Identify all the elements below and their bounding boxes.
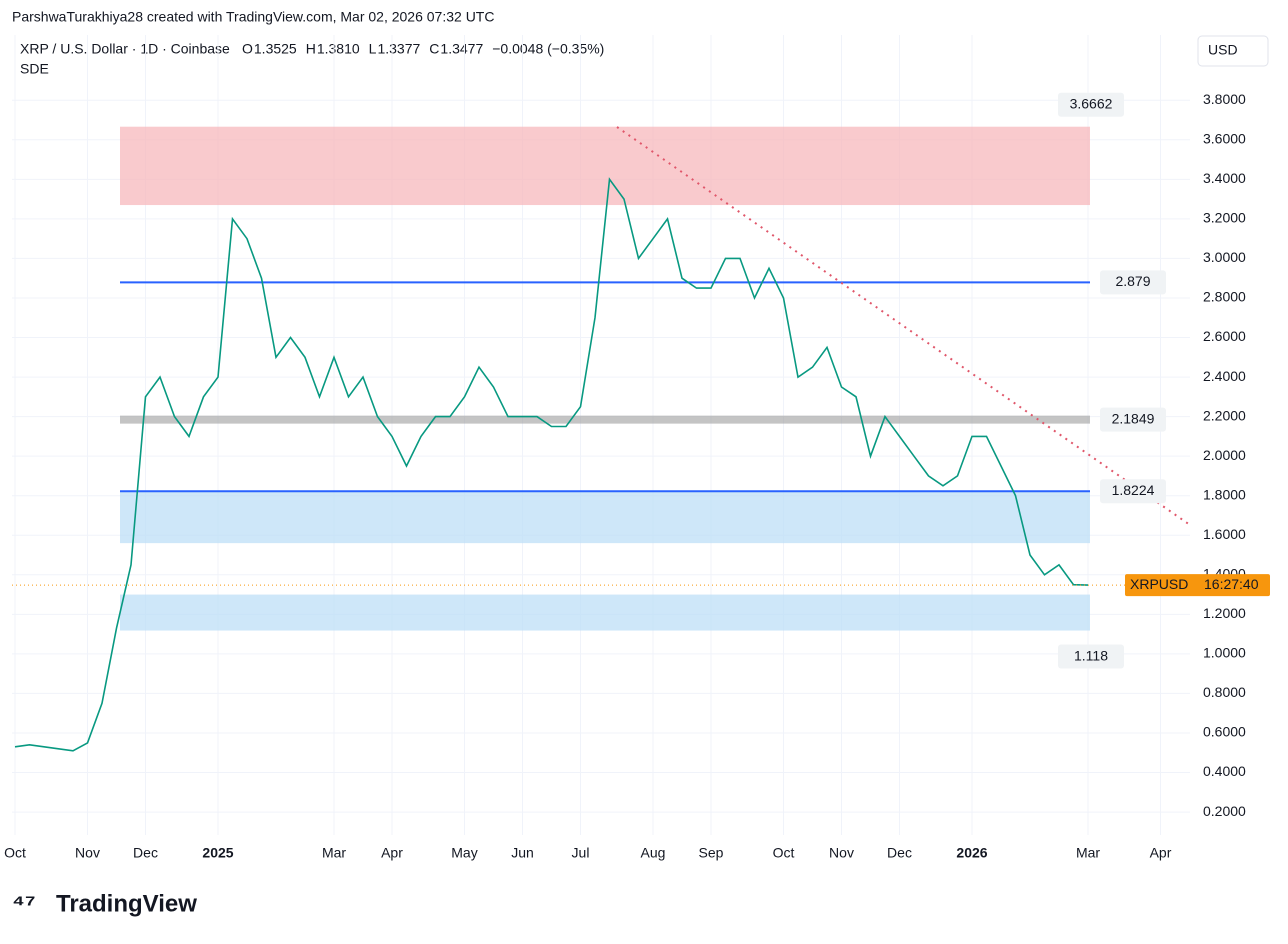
trendline bbox=[616, 126, 1191, 526]
x-tick-label: Apr bbox=[1150, 845, 1172, 861]
level-label-box bbox=[1100, 270, 1166, 295]
x-tick-label: Dec bbox=[887, 845, 912, 861]
y-tick-label: 0.8000 bbox=[1203, 684, 1246, 700]
ohlc-value: 1.3810 bbox=[317, 41, 360, 57]
zone bbox=[120, 491, 1090, 544]
x-tick-label: 2025 bbox=[202, 845, 233, 861]
y-tick-label: 0.4000 bbox=[1203, 763, 1246, 779]
ohlc-value: 1.3377 bbox=[377, 41, 420, 57]
currency: USD bbox=[1208, 42, 1238, 58]
currency-box[interactable] bbox=[1197, 35, 1269, 67]
x-tick-label: Apr bbox=[381, 845, 403, 861]
zones bbox=[120, 126, 1090, 631]
y-tick-label: 3.2000 bbox=[1203, 210, 1246, 226]
price-line bbox=[14, 177, 1089, 752]
ohlc-key: C bbox=[429, 41, 439, 57]
y-tick-label: 3.4000 bbox=[1203, 170, 1246, 186]
y-tick-label: 1.2000 bbox=[1203, 605, 1246, 621]
y-tick-label: 2.4000 bbox=[1203, 368, 1246, 384]
axes: 0.20000.40000.60000.80001.00001.20001.40… bbox=[4, 91, 1270, 861]
level-label-box bbox=[1058, 92, 1124, 117]
y-tick-label: 0.6000 bbox=[1203, 724, 1246, 740]
y-tick-label: 3.0000 bbox=[1203, 249, 1246, 265]
y-tick-label: 2.2000 bbox=[1203, 407, 1246, 423]
level-label-box bbox=[1100, 479, 1166, 504]
x-tick-label: Nov bbox=[75, 845, 100, 861]
indicator: SDE bbox=[20, 61, 49, 77]
y-tick-label: 2.0000 bbox=[1203, 447, 1246, 463]
ohlc-key: O bbox=[242, 41, 253, 57]
level-label: 1.8224 bbox=[1112, 482, 1155, 498]
brand-logo: ⁴⁷ bbox=[12, 888, 36, 918]
ohlc: O 1.3525 H 1.3810 L 1.3377 C 1.3477 −0.0048 (−0.… bbox=[242, 41, 604, 57]
x-tick-label: Aug bbox=[641, 845, 666, 861]
y-tick-label: 1.8000 bbox=[1203, 486, 1246, 502]
x-tick-label: Mar bbox=[1076, 845, 1100, 861]
change: −0.0048 (−0.35%) bbox=[492, 41, 604, 57]
ohlc-key: H bbox=[306, 41, 316, 57]
y-tick-label: 1.6000 bbox=[1203, 526, 1246, 542]
x-tick-label: 2026 bbox=[956, 845, 987, 861]
ohlc-value: 1.3525 bbox=[254, 41, 297, 57]
ohlc-key: L bbox=[369, 41, 377, 57]
y-tick-label: 2.8000 bbox=[1203, 289, 1246, 305]
symbol: XRP / U.S. Dollar · 1D · Coinbase bbox=[20, 41, 230, 57]
series bbox=[12, 177, 1190, 752]
y-tick-label: 2.6000 bbox=[1203, 328, 1246, 344]
x-tick-label: Nov bbox=[829, 845, 854, 861]
brand: TradingView bbox=[56, 890, 197, 917]
last-price-tag bbox=[1125, 574, 1270, 597]
last-price-symbol: XRPUSD bbox=[1130, 576, 1188, 592]
x-tick-label: Jun bbox=[511, 845, 534, 861]
x-tick-label: Oct bbox=[4, 845, 26, 861]
level-label: 2.1849 bbox=[1112, 410, 1155, 426]
zone bbox=[120, 126, 1090, 206]
last-price-countdown: 16:27:40 bbox=[1204, 576, 1259, 592]
level-label: 3.6662 bbox=[1070, 95, 1113, 111]
y-tick-label: 1.0000 bbox=[1203, 645, 1246, 661]
x-tick-label: Mar bbox=[322, 845, 346, 861]
y-tick-label: 3.6000 bbox=[1203, 130, 1246, 146]
ohlc-value: 1.3477 bbox=[440, 41, 483, 57]
level-label: 1.118 bbox=[1074, 647, 1108, 663]
x-tick-label: Dec bbox=[133, 845, 158, 861]
level-label-box bbox=[1100, 407, 1166, 432]
x-tick-label: Jul bbox=[572, 845, 590, 861]
attribution: ParshwaTurakhiya28 created with TradingV… bbox=[12, 9, 494, 25]
y-tick-label: 0.2000 bbox=[1203, 803, 1246, 819]
x-tick-label: Sep bbox=[699, 845, 724, 861]
level-label-box bbox=[1058, 644, 1124, 669]
x-tick-label: May bbox=[451, 845, 477, 861]
x-tick-label: Oct bbox=[773, 845, 795, 861]
y-tick-label: 3.8000 bbox=[1203, 91, 1246, 107]
level-label: 2.879 bbox=[1115, 273, 1150, 289]
zone bbox=[120, 594, 1090, 631]
